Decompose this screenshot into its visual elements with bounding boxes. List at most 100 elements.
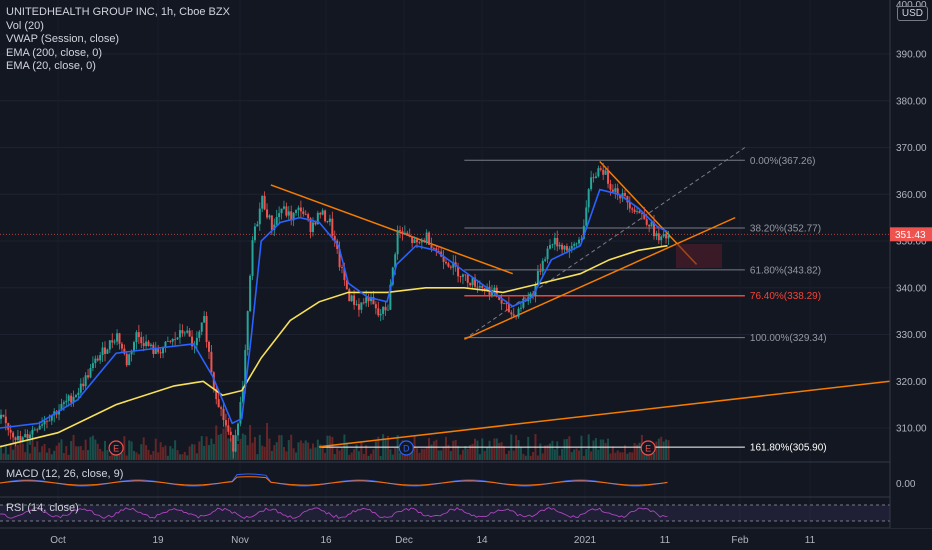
trend-lines[interactable] [270,161,891,448]
volume-bar [476,440,479,460]
candle-body [113,341,116,343]
candle-body [665,233,668,239]
candle-body [447,263,450,267]
candle-body [292,212,295,221]
candle-body [123,348,126,354]
candle-body [246,311,249,351]
volume-bar [614,452,617,460]
price-axis[interactable]: 400.00 390.00 380.00 370.00 360.00 350.00 340.… [889,0,932,528]
candle-body [389,284,392,310]
candle-body [386,309,389,311]
volume-bar [568,436,571,460]
candle-body [137,332,140,338]
volume-bar [665,439,668,460]
volume-bar [176,450,179,460]
volume-bar [21,443,24,460]
candle-body [79,383,82,393]
volume-bar [445,436,447,460]
macd-label[interactable]: MACD (12, 26, close, 9) [6,468,124,480]
volume-bar [546,445,549,460]
price-axis-bg [890,0,932,528]
candle-body [164,341,167,348]
candle-body [215,388,218,400]
candle-body [41,424,44,426]
volume-bar [266,422,269,460]
candle-body [125,353,128,366]
candle-body [82,383,85,387]
volume-bar [41,446,44,460]
time-tick: 11 [660,535,671,546]
risk-box [676,244,722,268]
time-axis[interactable]: Oct 19 Nov 16 Dec 14 2021 11 Feb 11 [50,535,815,546]
volume-bar [113,454,116,460]
time-tick: 14 [476,535,488,546]
rsi-pane [0,504,890,522]
volume-bar [9,443,12,460]
volume-bar [292,448,295,460]
volume-bar [370,453,373,460]
volume-bar [12,449,15,460]
volume-bar [459,454,462,460]
candle-body [36,429,39,431]
volume-bar [466,448,469,460]
symbol-title: UNITEDHEALTH GROUP INC, 1h, Cboe BZX [6,6,230,18]
candle-body [169,341,172,342]
candle-body [229,431,232,436]
volume-bar [657,438,660,460]
candle-body [500,300,503,304]
volume-bar [309,448,312,460]
candle-body [227,425,230,432]
rsi-line [0,507,668,519]
volume-bar [602,439,605,460]
candle-body [512,314,515,316]
volume-bar [607,438,610,460]
volume-bar [449,451,452,460]
candle-body [188,330,191,337]
volume-bar [425,446,428,460]
candle-body [403,232,406,234]
volume-bar [311,443,314,460]
time-tick: 19 [152,535,164,546]
candle-body [626,195,629,203]
candle-body [459,276,462,278]
volume-bar [280,435,283,460]
volume-bar [282,446,285,460]
volume-bar [140,444,143,460]
candle-body [145,341,148,347]
volume-bar [561,448,564,460]
volume-bar [507,450,510,460]
volume-bar [103,440,106,460]
volume-bar [91,435,94,460]
volume-bar [592,440,595,460]
volume-bar [108,455,111,460]
candle-body [38,425,41,430]
volume-bar [253,436,256,460]
candle-body [65,400,68,403]
candle-body [650,222,653,227]
candle-body [515,315,518,317]
candle-body [384,306,387,311]
fib-retracement[interactable]: 0.00%(367.26) 38.20%(352.77) 61.80%(343.82… [319,147,827,454]
candle-body [118,333,121,344]
signal-line [0,476,668,486]
volume-bar [181,454,184,460]
volume-bar [178,454,181,460]
indicator-ema20[interactable]: EMA (20, close, 0) [6,60,96,72]
indicator-ema200[interactable]: EMA (200, close, 0) [6,46,102,59]
candle-body [604,170,607,175]
rsi-label[interactable]: RSI (14, close) [6,502,79,514]
candle-body [77,392,80,396]
candle-body [490,289,493,296]
trend-line-triangle_lower [464,216,736,340]
volume-bar [128,440,131,460]
indicator-vol[interactable]: Vol (20) [6,19,44,32]
volume-bar [522,453,525,460]
volume-bar [234,448,237,460]
candle-body [239,402,242,424]
candle-body [558,244,561,247]
indicator-vwap[interactable]: VWAP (Session, close) [6,33,120,45]
currency-badge[interactable]: USD [896,6,928,21]
candle-body [94,358,97,364]
volume-bar [631,452,634,460]
